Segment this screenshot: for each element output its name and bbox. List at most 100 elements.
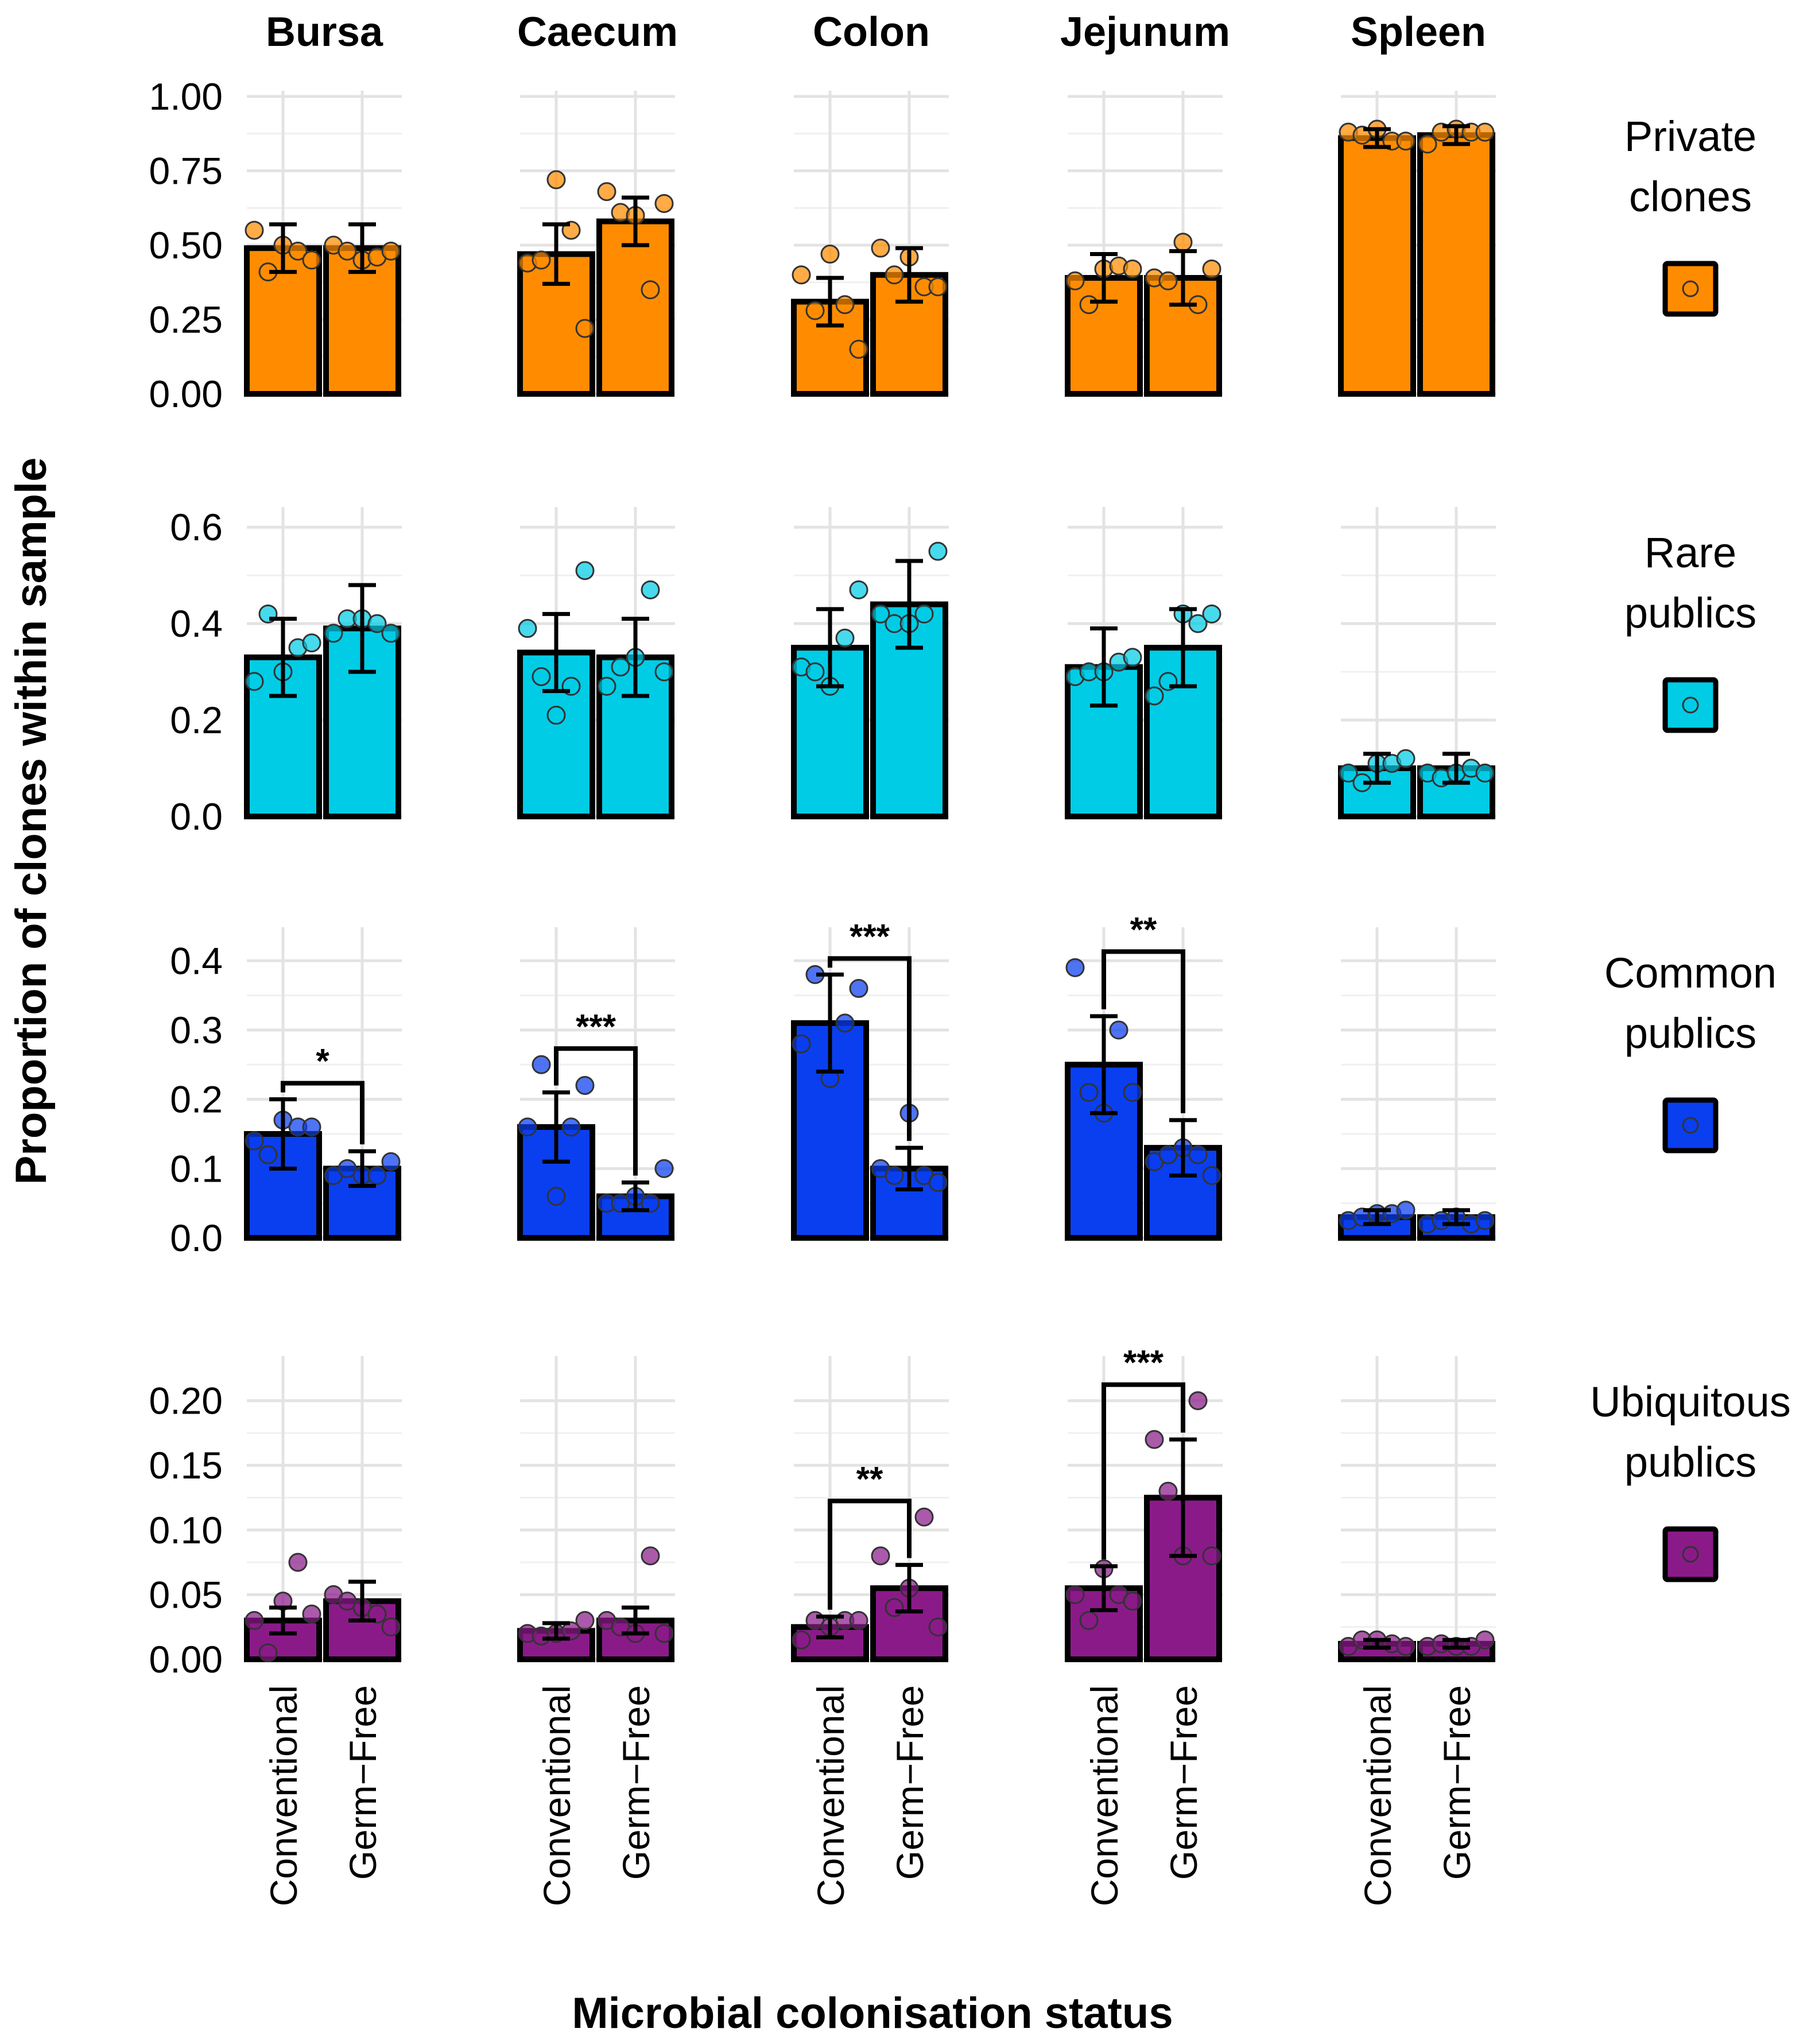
data-point xyxy=(575,319,595,338)
data-point xyxy=(575,561,595,580)
data-point xyxy=(641,580,660,599)
data-point xyxy=(1475,1211,1495,1230)
data-point xyxy=(928,541,948,561)
significance-bracket xyxy=(828,956,912,1141)
data-point xyxy=(792,265,811,285)
ytick-label-rare-publics: 0.6 xyxy=(170,506,223,548)
data-point xyxy=(245,672,264,691)
ytick-label-rare-publics: 0.0 xyxy=(170,795,223,838)
data-point xyxy=(338,241,357,261)
significance-label: *** xyxy=(576,1007,616,1046)
data-point xyxy=(367,614,387,633)
data-point xyxy=(1396,131,1415,151)
data-point xyxy=(914,1507,934,1527)
row-label-rare-publics: publics xyxy=(1624,589,1756,637)
data-point xyxy=(835,1013,855,1033)
data-point xyxy=(1475,763,1495,783)
data-point xyxy=(597,676,616,696)
data-point xyxy=(288,1553,308,1572)
data-point xyxy=(561,1117,581,1137)
significance-bracket xyxy=(828,1499,912,1610)
data-point xyxy=(1475,1630,1495,1650)
data-point xyxy=(546,1187,566,1206)
data-point xyxy=(1339,763,1358,783)
ytick-label-common-publics: 0.1 xyxy=(170,1147,223,1190)
data-point xyxy=(381,241,401,261)
significance-bracket xyxy=(1102,949,1185,1113)
data-point xyxy=(1202,1546,1221,1566)
significance-bracket xyxy=(1102,1382,1185,1559)
data-point xyxy=(546,170,566,189)
xtick-label-conventional: Conventional xyxy=(262,1685,305,1906)
bar-private-clones-caecum-germ-free xyxy=(596,218,674,397)
data-point xyxy=(1396,749,1415,768)
data-point xyxy=(654,1624,674,1643)
ytick-label-common-publics: 0.4 xyxy=(170,939,223,982)
data-point xyxy=(1145,686,1164,706)
data-point xyxy=(518,619,537,638)
data-point xyxy=(532,1055,551,1074)
data-point xyxy=(914,604,934,624)
xtick-label-conventional: Conventional xyxy=(536,1685,578,1906)
data-point xyxy=(1123,1083,1142,1102)
data-point xyxy=(1109,1020,1128,1040)
data-point xyxy=(928,1172,948,1192)
legend-key-point xyxy=(1682,280,1699,297)
data-point xyxy=(575,1611,595,1630)
data-point xyxy=(1079,1083,1099,1102)
bar-private-clones-spleen-germ-free xyxy=(1417,132,1495,397)
ytick-label-rare-publics: 0.2 xyxy=(170,699,223,741)
ytick-label-common-publics: 0.0 xyxy=(170,1217,223,1259)
significance-label: *** xyxy=(1123,1344,1164,1382)
data-point xyxy=(1173,233,1193,252)
column-title-bursa: Bursa xyxy=(266,9,383,55)
legend-key-point xyxy=(1682,696,1699,714)
ytick-label-ubiquitous-publics: 0.00 xyxy=(149,1638,223,1681)
data-point xyxy=(302,1604,321,1624)
data-point xyxy=(1065,958,1085,977)
significance-label: * xyxy=(316,1042,329,1081)
bar-rare-publics-colon-conventional xyxy=(791,645,869,819)
data-point xyxy=(641,1194,660,1213)
data-point xyxy=(805,662,825,682)
significance-bracket xyxy=(554,1046,638,1176)
data-point xyxy=(885,1598,904,1617)
data-point xyxy=(1079,295,1099,315)
ytick-label-ubiquitous-publics: 0.15 xyxy=(149,1444,223,1486)
data-point xyxy=(1123,648,1142,667)
bar-layer xyxy=(244,119,1719,1663)
data-point xyxy=(1202,1166,1221,1185)
data-point xyxy=(302,633,321,653)
data-point xyxy=(928,277,948,297)
ytick-label-rare-publics: 0.4 xyxy=(170,602,223,645)
data-point xyxy=(885,265,904,285)
xtick-label-germ-free: Germ−Free xyxy=(889,1685,931,1880)
data-point xyxy=(1079,1611,1099,1630)
y-axis-title: Proportion of clones within sample xyxy=(7,458,56,1185)
data-point xyxy=(792,1630,811,1650)
data-point xyxy=(532,667,551,686)
ytick-label-common-publics: 0.2 xyxy=(170,1078,223,1121)
data-point xyxy=(849,580,868,599)
data-point xyxy=(1188,1391,1208,1411)
ytick-label-private-clones: 0.00 xyxy=(149,373,223,415)
ytick-label-ubiquitous-publics: 0.20 xyxy=(149,1380,223,1422)
data-point xyxy=(1202,604,1221,624)
data-point xyxy=(849,339,868,359)
row-label-ubiquitous-publics: publics xyxy=(1624,1438,1756,1486)
data-point xyxy=(518,1117,537,1137)
row-label-private-clones: Private xyxy=(1624,113,1756,160)
data-point xyxy=(561,1621,581,1640)
data-point xyxy=(1188,614,1208,633)
data-point xyxy=(367,1166,387,1185)
data-point xyxy=(820,245,840,264)
ytick-label-private-clones: 1.00 xyxy=(149,75,223,118)
data-point xyxy=(367,1604,387,1624)
xtick-label-germ-free: Germ−Free xyxy=(1436,1685,1478,1880)
legend-key-private-clones xyxy=(1662,261,1719,317)
data-point xyxy=(885,1166,904,1185)
data-point xyxy=(258,1145,278,1164)
row-label-rare-publics: Rare xyxy=(1645,529,1736,576)
ytick-label-common-publics: 0.3 xyxy=(170,1009,223,1051)
